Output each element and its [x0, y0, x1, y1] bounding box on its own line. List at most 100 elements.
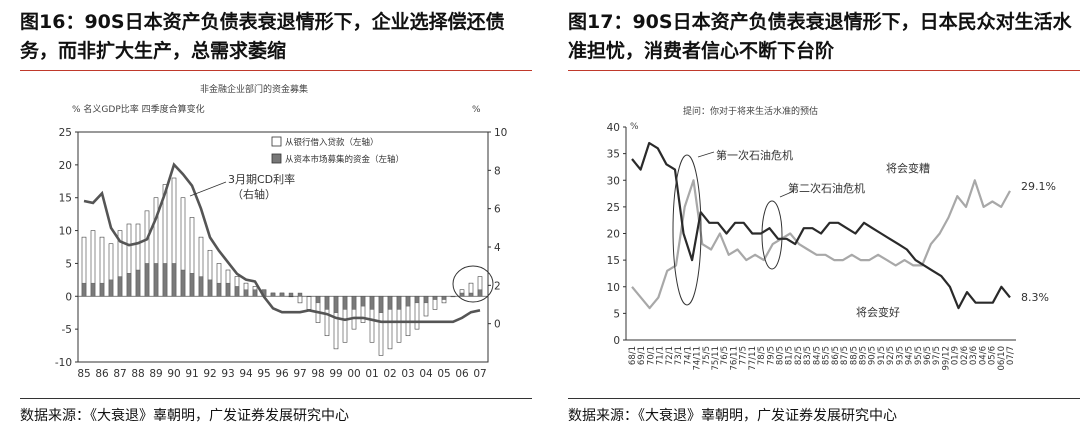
- x-tick-label: 80/5: [776, 346, 786, 365]
- figure-16-source-rule: [20, 398, 532, 399]
- figure-17-title-rule: [568, 70, 1080, 71]
- x-tick-label: 93: [221, 368, 234, 380]
- x-tick-label: 91/5: [877, 346, 887, 365]
- x-tick-label: 05: [437, 368, 450, 380]
- legend-swatch-bank-loans: [271, 136, 282, 147]
- left-tick-label: -5: [62, 324, 72, 336]
- x-tick-label: 77/11: [748, 346, 758, 371]
- left-tick-label: 5: [65, 258, 72, 270]
- x-tick-label: 87/5: [840, 346, 850, 365]
- bar-capital-market: [306, 296, 312, 297]
- x-tick-label: 01/9: [951, 346, 961, 365]
- figure-16-title-rule: [20, 70, 532, 71]
- chart17-oil-crisis-2-ellipse: [761, 200, 783, 270]
- x-tick-label: 73/1: [674, 346, 684, 365]
- bar-capital-market: [207, 279, 213, 297]
- figure-17-panel: 图17：90S日本资产负债表衰退情形下，日本民众对生活水准担忧，消费者信心不断下…: [548, 0, 1080, 433]
- chart17-annotation-oil-crisis-1: 第一次石油危机: [716, 148, 793, 162]
- bar-capital-market: [189, 273, 195, 297]
- x-tick-label: 76/11: [729, 346, 739, 371]
- bar-capital-market: [297, 292, 303, 297]
- bar-capital-market: [432, 296, 438, 300]
- chart16-annotation-line1: 3月期CD利率: [228, 172, 295, 186]
- series-line-worse: [631, 179, 1011, 310]
- x-tick-label: 00: [347, 368, 360, 380]
- figure-16-chart: 非金融企业部门的资金募集 % 名义GDP比率 四季度合算变化 % -10-505…: [55, 83, 508, 380]
- x-tick-label: 87: [113, 368, 126, 380]
- y-tick-label: 30: [607, 175, 620, 187]
- bar-capital-market: [441, 296, 447, 300]
- x-tick-label: 02/6: [960, 346, 970, 365]
- right-tick-label: 10: [494, 127, 507, 139]
- x-tick-label: 04: [419, 368, 433, 380]
- x-tick-label: 89/5: [858, 346, 868, 365]
- x-tick-label: 99/12: [941, 346, 951, 371]
- x-tick-label: 76/5: [720, 346, 730, 365]
- left-tick-label: -10: [55, 357, 72, 369]
- x-tick-label: 90: [167, 368, 180, 380]
- x-tick-label: 96/5: [923, 346, 933, 365]
- bar-capital-market: [360, 296, 366, 307]
- x-tick-label: 95/5: [914, 346, 924, 365]
- bar-capital-market: [450, 296, 456, 297]
- chart17-title: 提问：你对于将来生活水准的预估: [683, 105, 818, 117]
- x-tick-label: 04/6: [978, 346, 988, 365]
- x-tick-label: 86: [95, 368, 109, 380]
- bar-capital-market: [252, 289, 258, 297]
- chart16-right-axis: 0 2 4 6 8 10: [488, 127, 507, 331]
- y-tick-label: 5: [613, 308, 620, 320]
- chart16-right-unit: %: [472, 105, 481, 115]
- left-tick-label: 10: [59, 226, 72, 238]
- chart16-bars: [81, 177, 483, 356]
- x-tick-label: 06/10: [997, 346, 1007, 371]
- chart17-x-axis: 68/1 69/1 70/1 71/1 72/1 73/1 74/1 74/11 75/5 75/…: [628, 346, 1016, 371]
- x-tick-label: 90/5: [868, 346, 878, 365]
- bar-capital-market: [90, 282, 96, 297]
- bar-capital-market: [342, 296, 348, 310]
- y-tick-label: 20: [607, 229, 620, 241]
- chart16-subtitle: % 名义GDP比率 四季度合算变化: [72, 103, 205, 115]
- legend-label-capital-market: 从资本市场募集的资金（左轴）: [285, 154, 404, 165]
- x-tick-label: 77/5: [739, 346, 749, 365]
- x-tick-label: 86/5: [831, 346, 841, 365]
- chart17-end-label-worse: 29.1%: [1021, 180, 1056, 193]
- figure-16-source: 数据来源：《大衰退》辜朝明，广发证券发展研究中心: [20, 408, 349, 424]
- bar-capital-market: [405, 296, 411, 307]
- bar-capital-market: [288, 292, 294, 297]
- bar-capital-market: [144, 263, 150, 297]
- legend-label-bank-loans: 从银行借入贷款（左轴）: [285, 137, 379, 148]
- x-tick-label: 98: [311, 368, 324, 380]
- y-tick-label: 40: [607, 122, 620, 134]
- bar-capital-market: [162, 263, 168, 297]
- x-tick-label: 85/5: [822, 346, 832, 365]
- x-tick-label: 89: [149, 368, 162, 380]
- x-tick-label: 94/5: [905, 346, 915, 365]
- figure-16-title: 图16：90S日本资产负债表衰退情形下，企业选择偿还债务，而非扩大生产，总需求萎…: [20, 11, 505, 62]
- left-tick-label: 20: [59, 160, 72, 172]
- bar-capital-market: [225, 282, 231, 297]
- x-tick-label: 69/1: [637, 346, 647, 365]
- bar-capital-market: [477, 289, 483, 297]
- bar-capital-market: [423, 296, 429, 304]
- bar-capital-market: [468, 292, 474, 297]
- bar-bank-loans: [297, 295, 303, 304]
- bar-capital-market: [135, 269, 141, 297]
- x-tick-label: 07/7: [1006, 346, 1016, 365]
- left-tick-label: 25: [59, 127, 72, 139]
- chart16-highlight-ellipse: [452, 265, 494, 303]
- bar-capital-market: [315, 296, 321, 304]
- bar-capital-market: [81, 282, 87, 297]
- x-tick-label: 75/5: [702, 346, 712, 365]
- chart17-oil-crisis-2-pointer: [779, 190, 795, 198]
- x-tick-label: 82/5: [794, 346, 804, 365]
- right-tick-label: 8: [494, 165, 501, 177]
- x-tick-label: 06: [455, 368, 469, 380]
- x-tick-label: 68/1: [628, 346, 638, 365]
- chart17-annotation-worse: 将会变糟: [886, 161, 930, 175]
- x-tick-label: 83/5: [803, 346, 813, 365]
- x-tick-label: 99: [329, 368, 342, 380]
- left-tick-label: 15: [59, 193, 72, 205]
- chart17-end-label-better: 8.3%: [1021, 291, 1049, 304]
- x-tick-label: 92: [203, 368, 216, 380]
- x-tick-label: 88: [131, 368, 144, 380]
